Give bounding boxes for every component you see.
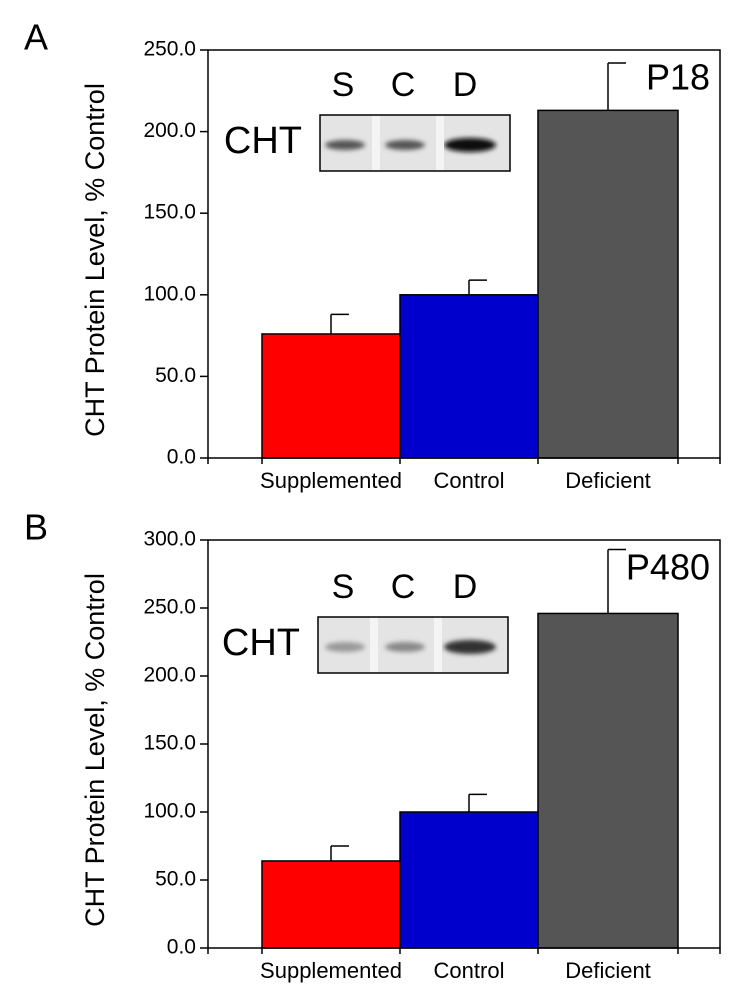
blot-band xyxy=(325,642,365,652)
lane-label: C xyxy=(391,568,416,606)
bar xyxy=(399,294,539,459)
blot-band xyxy=(385,140,425,150)
y-tick-label: 150.0 xyxy=(143,732,196,755)
bar xyxy=(537,109,679,459)
x-tick-label: Deficient xyxy=(565,468,651,493)
lane-label: S xyxy=(332,568,355,606)
y-tick-label: 100.0 xyxy=(143,282,196,305)
blot-frame xyxy=(317,616,509,674)
y-tick-label: 50.0 xyxy=(155,868,196,891)
y-tick-label: 0.0 xyxy=(167,936,196,959)
x-tick-label: Control xyxy=(434,958,505,983)
x-tick-label: Deficient xyxy=(565,958,651,983)
blot-frame xyxy=(319,114,511,172)
y-axis-label: CHT Protein Level, % Control xyxy=(80,83,110,437)
lane-label: S xyxy=(332,66,355,104)
lane-gap xyxy=(436,115,444,171)
x-tick-label: Supplemented xyxy=(260,468,402,493)
plot-frame xyxy=(207,49,721,459)
annotation: P480 xyxy=(626,547,710,588)
blot-band xyxy=(444,640,496,654)
y-tick-label: 100.0 xyxy=(143,800,196,823)
lane-gap xyxy=(370,617,378,673)
bar xyxy=(261,860,401,949)
y-tick-label: 200.0 xyxy=(143,664,196,687)
y-tick-label: 300.0 xyxy=(143,528,196,551)
y-tick-label: 250.0 xyxy=(143,596,196,619)
annotation: P18 xyxy=(646,57,710,98)
y-tick-label: 200.0 xyxy=(143,119,196,142)
blot-band xyxy=(385,642,425,652)
blot-band xyxy=(444,138,496,152)
lane-gap xyxy=(372,115,380,171)
y-tick-label: 150.0 xyxy=(143,201,196,224)
y-tick-label: 50.0 xyxy=(155,364,196,387)
blot-label: CHT xyxy=(224,120,302,162)
lane-label: D xyxy=(453,568,478,606)
panel-label: A xyxy=(24,17,48,58)
bar xyxy=(399,811,539,949)
y-axis-label: CHT Protein Level, % Control xyxy=(80,573,110,927)
lane-label: C xyxy=(391,66,416,104)
y-tick-label: 250.0 xyxy=(143,38,196,61)
panel-label: B xyxy=(24,507,48,548)
blot-band xyxy=(325,140,365,150)
bar xyxy=(537,612,679,949)
x-tick-label: Supplemented xyxy=(260,958,402,983)
blot-label: CHT xyxy=(222,622,300,664)
x-tick-label: Control xyxy=(434,468,505,493)
lane-gap xyxy=(434,617,442,673)
lane-label: D xyxy=(453,66,478,104)
y-tick-label: 0.0 xyxy=(167,446,196,469)
bar xyxy=(261,333,401,459)
